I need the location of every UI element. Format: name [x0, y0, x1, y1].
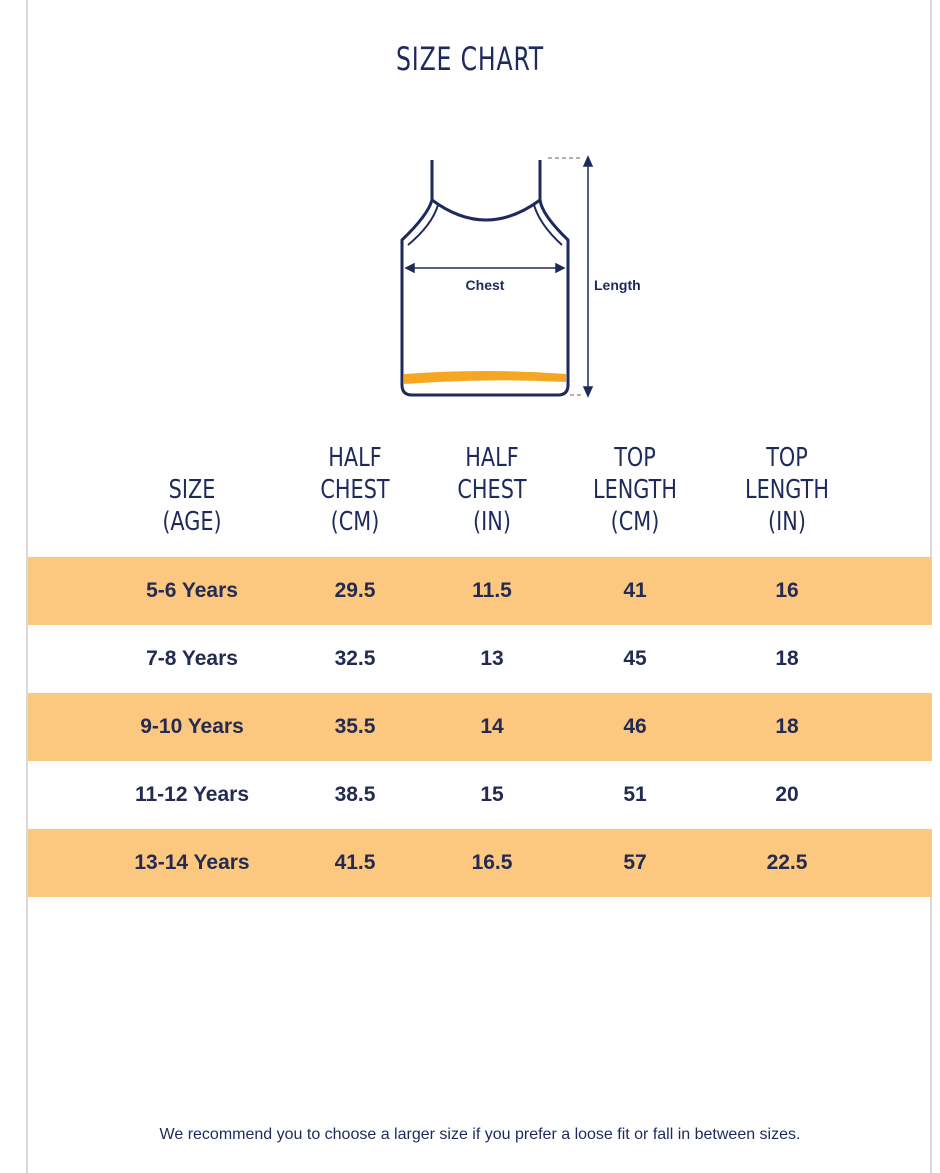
value-cell: 57: [623, 851, 647, 874]
value-cell: 46: [623, 715, 647, 738]
value-cell: 18: [775, 715, 799, 738]
column-header: TOP LENGTH (CM): [579, 442, 691, 538]
table-row: 9-10 Years 35.5 14 46 18: [28, 693, 932, 761]
chest-label: Chest: [466, 277, 505, 293]
garment-outline: [400, 160, 570, 397]
table-row: 11-12 Years 38.5 15 51 20: [28, 761, 932, 829]
value-cell: 29.5: [334, 579, 376, 602]
header-line: TOP: [614, 443, 656, 473]
column-header: HALF CHEST (CM): [299, 442, 411, 538]
header-line: LENGTH: [592, 475, 677, 505]
size-cell: 5-6 Years: [146, 579, 238, 602]
garment-diagram: Chest Length: [400, 155, 641, 398]
header-line: SIZE: [168, 475, 216, 505]
column-header: SIZE (AGE): [136, 474, 248, 538]
size-cell: 7-8 Years: [146, 647, 238, 670]
arrow-head: [582, 155, 594, 398]
value-cell: 11.5: [472, 579, 512, 602]
value-cell: 41.5: [334, 851, 376, 874]
value-cell: 38.5: [334, 783, 376, 806]
column-header: TOP LENGTH (IN): [731, 442, 843, 538]
column-header: HALF CHEST (IN): [436, 442, 548, 538]
header-line: (CM): [610, 507, 660, 537]
value-cell: 15: [480, 783, 504, 806]
value-cell: 51: [623, 783, 647, 806]
arrow-head: [404, 262, 566, 274]
header-line: CHEST: [320, 475, 390, 505]
header-line: (IN): [768, 507, 806, 537]
value-cell: 14: [480, 715, 504, 738]
table-row: 5-6 Years 29.5 11.5 41 16: [28, 557, 932, 625]
header-line: (IN): [473, 507, 511, 537]
table-row: 13-14 Years 41.5 16.5 57 22.5: [28, 829, 932, 897]
length-label: Length: [594, 277, 641, 293]
strap-edge: [407, 204, 563, 246]
header-line: HALF: [465, 443, 519, 473]
header-line: (CM): [330, 507, 380, 537]
header-line: TOP: [766, 443, 808, 473]
neckline: [431, 198, 541, 222]
header-line: LENGTH: [744, 475, 829, 505]
size-cell: 11-12 Years: [134, 783, 250, 806]
frame-line: [26, 0, 28, 1173]
value-cell: 13: [480, 647, 504, 670]
value-cell: 16: [775, 579, 799, 602]
table-row: 7-8 Years 32.5 13 45 18: [28, 625, 932, 693]
header-line: (AGE): [162, 507, 222, 537]
title: SIZE CHART: [395, 40, 545, 78]
hem-band: [404, 371, 566, 384]
value-cell: 20: [775, 783, 799, 806]
size-cell: 13-14 Years: [134, 851, 250, 874]
footer-note: We recommend you to choose a larger size…: [159, 1126, 801, 1143]
value-cell: 32.5: [334, 647, 376, 670]
size-cell: 9-10 Years: [140, 715, 244, 738]
value-cell: 45: [623, 647, 647, 670]
header-line: HALF: [328, 443, 382, 473]
value-cell: 22.5: [766, 851, 808, 874]
value-cell: 16.5: [471, 851, 513, 874]
header-line: CHEST: [457, 475, 527, 505]
value-cell: 41: [623, 579, 647, 602]
value-cell: 35.5: [334, 715, 376, 738]
value-cell: 18: [775, 647, 799, 670]
